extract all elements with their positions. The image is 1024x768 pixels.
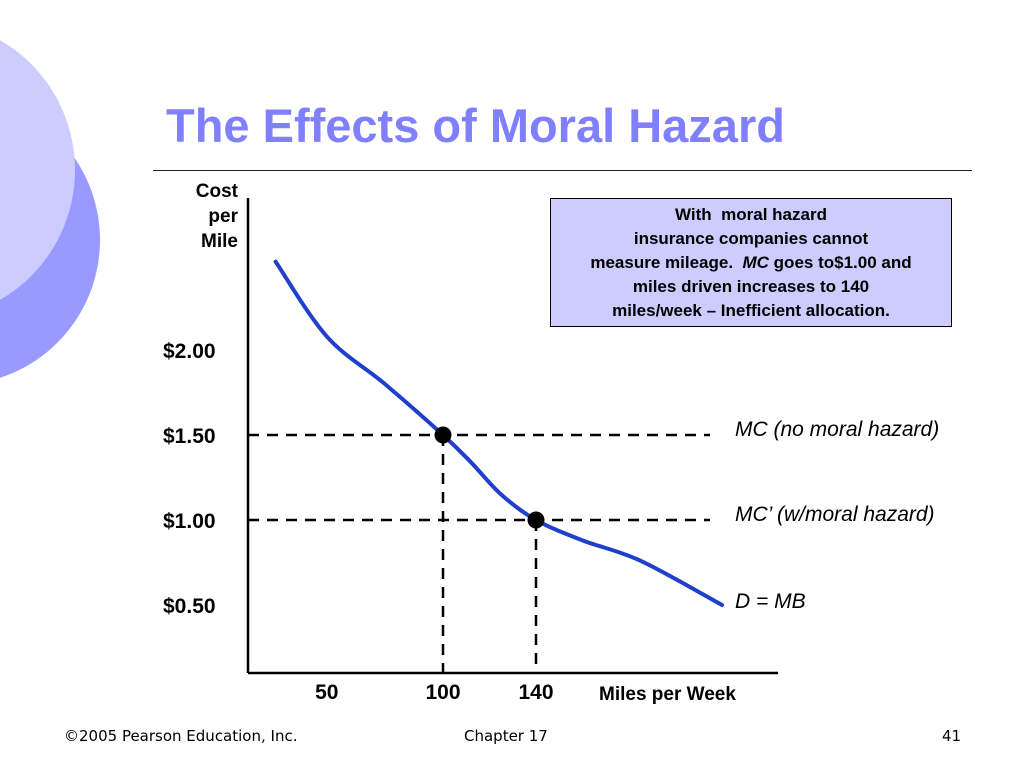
x-tick-label: 140 (518, 681, 553, 704)
equilibrium-point (527, 511, 545, 529)
mc-line-label: MC (no moral hazard) (735, 418, 939, 441)
equilibrium-point (434, 426, 452, 444)
title-divider (153, 170, 972, 171)
reference-lines (248, 433, 710, 673)
slide-title: The Effects of Moral Hazard (166, 99, 785, 152)
y-tick-labels: $2.00 $1.50 $1.00 $0.50 (163, 340, 216, 618)
y-axis-label-line-3: Mile (201, 231, 238, 252)
note-line-1: With moral hazard (675, 204, 827, 224)
mc-line-label: MC’ (w/moral hazard) (735, 503, 935, 526)
curve-labels: MC (no moral hazard) MC’ (w/moral hazard)… (735, 418, 939, 613)
equilibrium-points (434, 426, 545, 529)
deco-circle-light (0, 40, 75, 300)
note-line-2: insurance companies cannot (633, 228, 869, 248)
footer-chapter: Chapter 17 (464, 727, 548, 745)
x-axis-label: Miles per Week (599, 684, 736, 705)
x-tick-labels: 50 100 140 (315, 681, 553, 704)
demand-curve (273, 259, 724, 607)
note-line-5: miles/week – Inefficient allocation. (612, 300, 890, 320)
x-tick-label: 50 (315, 681, 338, 704)
decorative-circles (0, 40, 100, 378)
y-tick-label: $1.50 (163, 425, 216, 448)
y-tick-label: $2.00 (163, 340, 216, 363)
note-line-3: measure mileage. MC goes to$1.00 and (590, 251, 911, 275)
note-line-4: miles driven increases to 140 (632, 276, 870, 296)
y-tick-label: $1.00 (163, 510, 216, 533)
y-tick-label: $0.50 (163, 595, 216, 618)
x-tick-label: 100 (425, 681, 460, 704)
note-line-3-part-c: goes to$1.00 and (768, 252, 912, 272)
moral-hazard-note: With moral hazard insurance companies ca… (550, 198, 952, 327)
y-axis-label-line-2: per (208, 206, 238, 227)
note-line-3-mc: MC (742, 252, 769, 272)
y-axis-label-line-1: Cost (196, 181, 239, 202)
footer-page-number: 41 (942, 727, 962, 745)
footer-copyright: ©2005 Pearson Education, Inc. (64, 727, 298, 745)
note-line-3-part-a: measure mileage. (590, 252, 743, 272)
demand-curve-label: D = MB (735, 590, 806, 613)
